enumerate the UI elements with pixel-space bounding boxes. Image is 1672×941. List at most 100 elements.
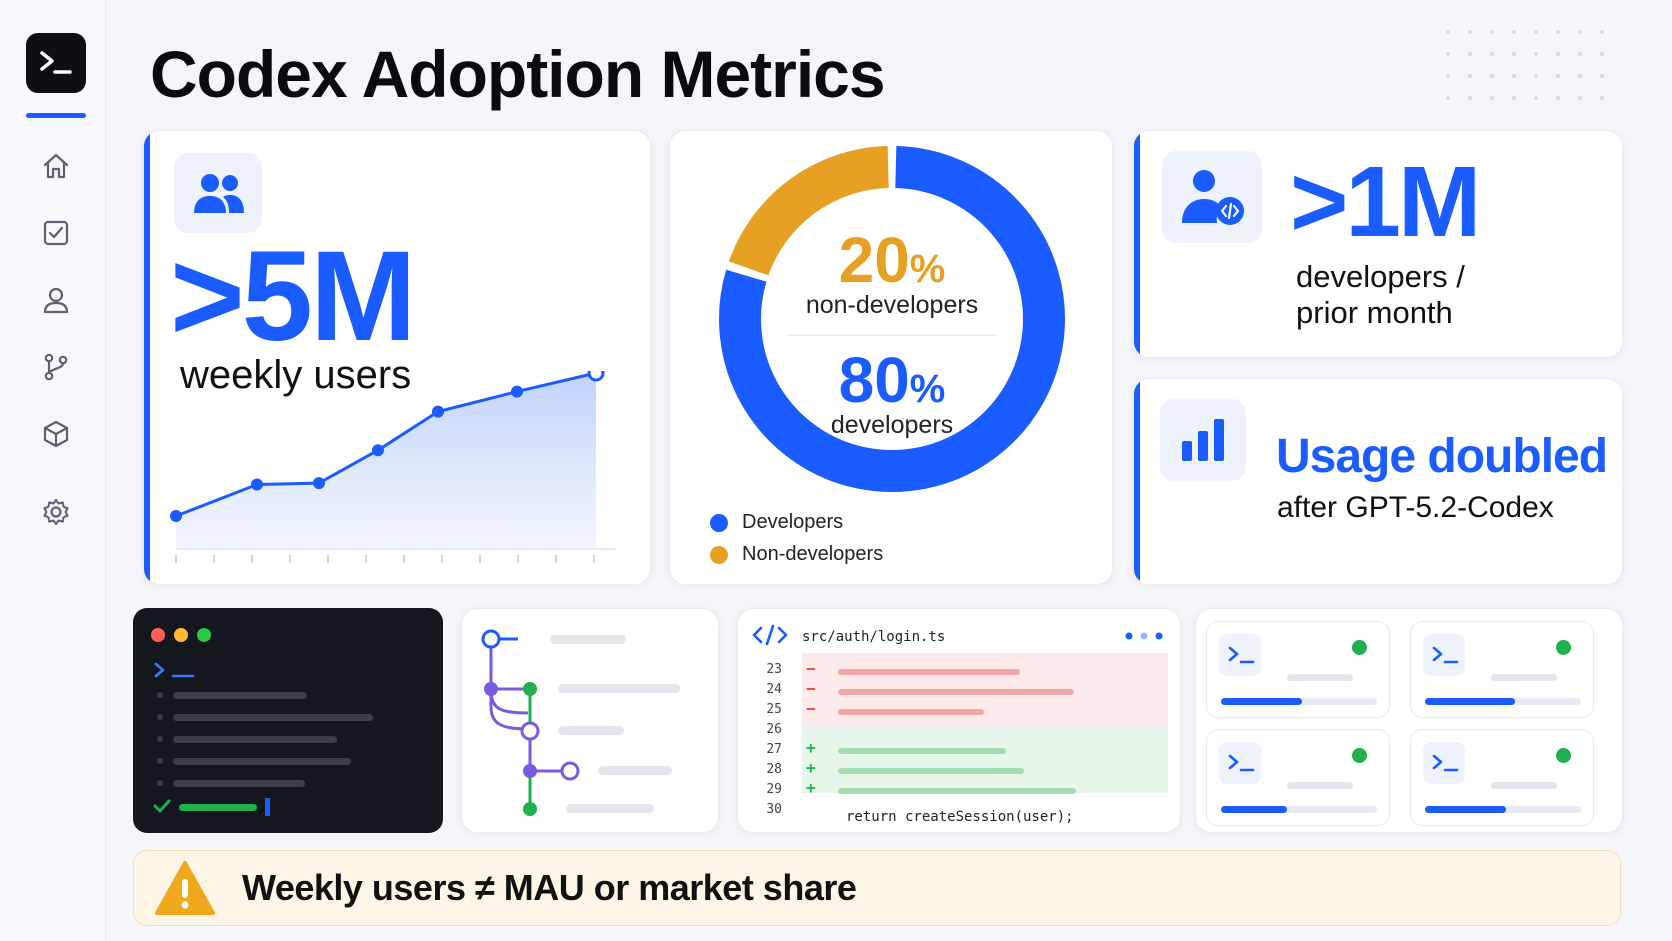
task-label-placeholder bbox=[1287, 674, 1353, 681]
legend-swatch-non-developers bbox=[710, 545, 728, 564]
line-number: 23 bbox=[766, 662, 782, 677]
terminal-output-line bbox=[173, 780, 305, 787]
line-number: 27 bbox=[766, 742, 782, 757]
sidebar-item-packages[interactable] bbox=[40, 418, 72, 450]
added-line-placeholder bbox=[838, 748, 1006, 754]
removed-mark: − bbox=[806, 659, 816, 678]
added-lines-block bbox=[802, 727, 1168, 793]
terminal-prompt-icon bbox=[1432, 754, 1459, 772]
terminal-output-line bbox=[173, 692, 307, 699]
git-commit-node bbox=[481, 629, 501, 649]
dev-label: developers bbox=[830, 411, 954, 439]
git-commit-graph bbox=[481, 629, 680, 816]
monthly-devs-label-line2: prior month bbox=[1296, 295, 1453, 330]
task-progress-fill bbox=[1425, 698, 1516, 705]
terminal-prompt-icon bbox=[1228, 754, 1255, 772]
agent-task-card[interactable] bbox=[1410, 729, 1594, 826]
warning-banner: Weekly users ≠ MAU or market share bbox=[133, 850, 1621, 926]
agent-task-card[interactable] bbox=[1206, 729, 1390, 826]
developer-split-card: 20% non-developers 80% developers Develo… bbox=[669, 130, 1113, 585]
added-mark: + bbox=[806, 738, 816, 757]
terminal-bullet bbox=[157, 758, 163, 764]
decorative-dot-grid bbox=[1446, 30, 1604, 100]
app-logo[interactable] bbox=[26, 33, 86, 93]
task-progress-bar bbox=[1221, 806, 1377, 813]
added-line-placeholder bbox=[838, 788, 1076, 794]
git-commit-node bbox=[523, 764, 537, 778]
task-progress-bar bbox=[1221, 698, 1377, 705]
agent-prompt-tile bbox=[1219, 634, 1261, 676]
task-progress-bar bbox=[1425, 806, 1581, 813]
agent-prompt-tile bbox=[1423, 742, 1465, 784]
task-progress-fill bbox=[1425, 806, 1507, 813]
trend-point bbox=[313, 477, 325, 490]
code-diff-card: src/auth/login.ts 23 24 25 26 27 28 29 3… bbox=[737, 608, 1181, 833]
sidebar-item-branches[interactable] bbox=[40, 351, 72, 383]
line-number: 26 bbox=[766, 722, 782, 737]
task-progress-fill bbox=[1221, 806, 1287, 813]
added-mark: + bbox=[806, 758, 816, 777]
non-dev-percent-sign: % bbox=[909, 247, 946, 291]
line-number: 25 bbox=[766, 702, 782, 717]
user-icon bbox=[43, 287, 69, 314]
sidebar bbox=[0, 0, 106, 941]
monthly-developers-card: >1M developers / prior month bbox=[1133, 130, 1623, 358]
sidebar-item-tasks[interactable] bbox=[40, 217, 72, 249]
legend-swatch-developers bbox=[710, 513, 728, 532]
donut-slice-developers bbox=[719, 146, 1065, 492]
more-options-icon[interactable] bbox=[1124, 631, 1164, 641]
code-line: return createSession(user); bbox=[846, 809, 1074, 825]
agent-task-card[interactable] bbox=[1206, 621, 1390, 718]
code-icon bbox=[752, 624, 788, 646]
window-close-button[interactable] bbox=[151, 628, 165, 642]
terminal-bullet bbox=[157, 780, 163, 786]
dev-percent: 80% bbox=[742, 343, 1042, 417]
git-commit-node bbox=[560, 761, 580, 781]
agent-task-card[interactable] bbox=[1410, 621, 1594, 718]
monthly-devs-label: developers / prior month bbox=[1296, 259, 1465, 331]
active-indicator bbox=[26, 113, 86, 118]
trend-point bbox=[372, 444, 384, 457]
terminal-output-line bbox=[173, 758, 351, 765]
line-number: 30 bbox=[766, 802, 782, 817]
developer-icon-tile bbox=[1162, 151, 1262, 243]
non-dev-percent: 20% bbox=[742, 223, 1042, 297]
task-progress-bar bbox=[1425, 698, 1581, 705]
terminal-output-line bbox=[173, 714, 373, 721]
cube-icon bbox=[43, 420, 69, 448]
terminal-prompt-icon bbox=[1432, 646, 1459, 664]
status-indicator bbox=[1352, 748, 1367, 763]
task-label-placeholder bbox=[1287, 782, 1353, 789]
legend-label-developers: Developers bbox=[742, 511, 844, 533]
removed-mark: − bbox=[806, 679, 816, 698]
line-number: 28 bbox=[766, 762, 782, 777]
added-mark: + bbox=[806, 778, 816, 797]
weekly-users-trend-chart bbox=[170, 371, 616, 563]
trend-point bbox=[432, 405, 444, 418]
developer-split-donut bbox=[719, 146, 1065, 492]
trend-area bbox=[176, 373, 596, 549]
check-icon bbox=[153, 799, 171, 813]
window-maximize-button[interactable] bbox=[197, 628, 211, 642]
warning-icon bbox=[155, 861, 215, 915]
file-path[interactable]: src/auth/login.ts bbox=[802, 629, 946, 645]
sidebar-item-profile[interactable] bbox=[40, 284, 72, 316]
removed-line-placeholder bbox=[838, 709, 984, 715]
legend-item-developers: Developers bbox=[710, 511, 843, 534]
sidebar-item-home[interactable] bbox=[40, 150, 72, 182]
trend-point bbox=[511, 385, 523, 398]
terminal-prompt-icon bbox=[154, 662, 195, 678]
users-icon bbox=[194, 174, 244, 213]
legend-item-non-developers: Non-developers bbox=[710, 543, 883, 566]
bar-chart-icon-tile bbox=[1160, 399, 1246, 481]
developer-user-icon bbox=[1182, 170, 1244, 225]
terminal-window bbox=[133, 608, 443, 833]
terminal-output-line bbox=[173, 736, 337, 743]
line-number: 29 bbox=[766, 782, 782, 797]
legend-label-non-developers: Non-developers bbox=[742, 543, 884, 565]
bar-chart-icon bbox=[1182, 419, 1224, 461]
git-graph-card bbox=[461, 608, 719, 833]
window-minimize-button[interactable] bbox=[174, 628, 188, 642]
weekly-users-label: weekly users bbox=[180, 353, 412, 397]
sidebar-item-settings[interactable] bbox=[40, 496, 72, 528]
